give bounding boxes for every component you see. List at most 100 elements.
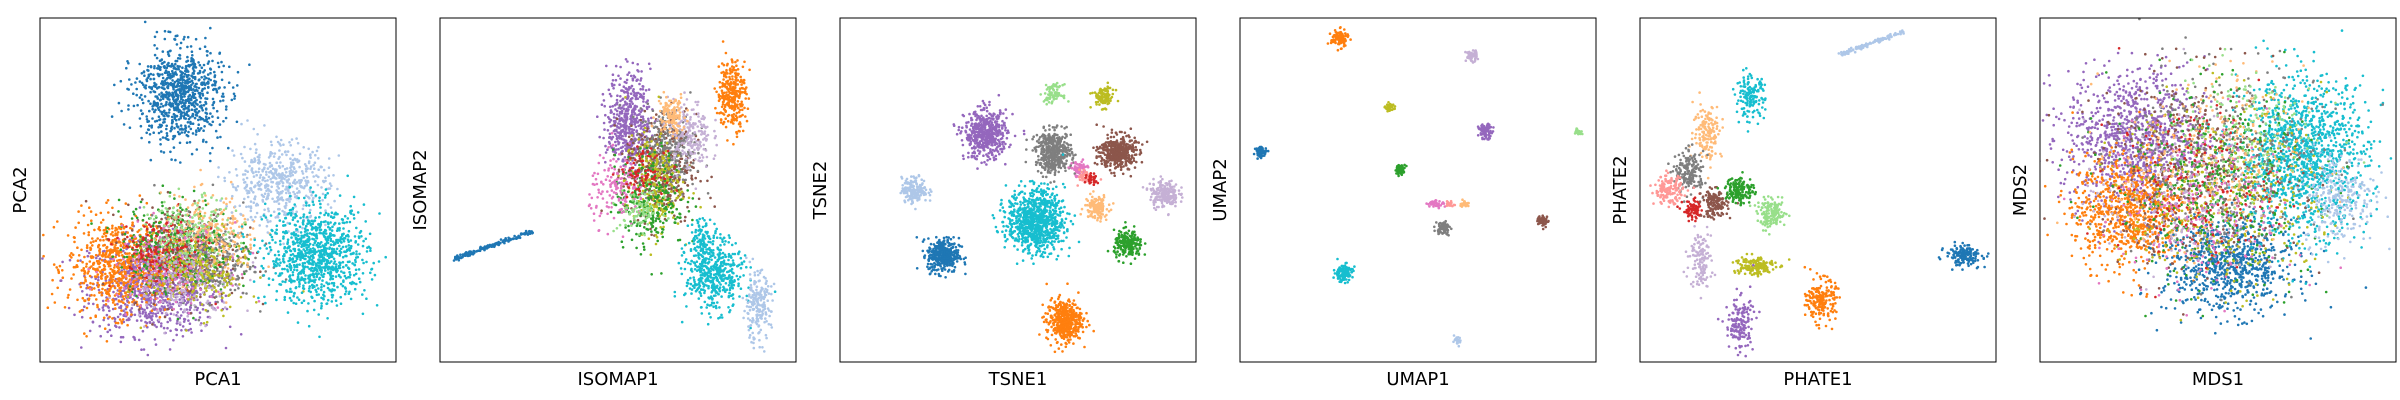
data-point [145,225,148,228]
data-point [183,308,187,311]
data-point [279,261,282,265]
data-point [347,229,351,233]
data-point [103,265,107,268]
data-point [312,163,315,167]
data-point [220,274,224,277]
data-point [267,175,271,179]
scatter-panels: PCA1PCA2ISOMAP1ISOMAP2TSNE1TSNE2UMAP1UMA… [10,17,2397,390]
data-point [185,245,188,249]
data-point [251,264,255,268]
data-point [238,225,241,229]
data-point [201,228,204,232]
data-point [299,231,303,234]
data-point [309,273,312,277]
data-point [349,239,353,242]
data-point [115,263,118,266]
data-point [116,321,120,325]
data-point [148,321,152,325]
data-point [168,191,172,194]
data-point [297,234,300,238]
data-point [102,316,106,320]
data-point [201,308,205,311]
data-point [319,165,323,169]
data-point [196,261,200,264]
data-point [228,242,231,246]
data-point [186,301,190,304]
data-point [308,242,312,246]
data-point [141,310,145,314]
data-point [261,176,265,179]
data-point [105,290,109,293]
data-point [313,167,316,170]
data-point [200,303,204,306]
data-point [134,284,137,288]
data-point [186,281,189,284]
data-point [132,335,135,339]
data-point [114,243,117,247]
data-point [263,124,266,127]
data-point [227,230,230,234]
data-point [198,262,202,266]
data-point [178,236,181,239]
data-point [206,281,210,285]
data-point [214,300,217,304]
data-point [186,206,190,209]
data-point [196,230,199,234]
data-point [213,249,217,253]
data-point [315,293,319,297]
data-point [191,216,194,219]
data-point [146,239,150,242]
data-point [184,303,188,306]
data-point [259,276,262,279]
data-point [152,281,155,285]
data-point [195,276,199,280]
data-point [168,261,172,265]
data-point [228,236,231,239]
data-point [55,266,58,269]
data-point [140,255,143,259]
data-point [245,292,248,295]
data-point [216,222,219,226]
data-point [318,259,321,262]
data-point [109,233,113,236]
data-point [354,268,358,272]
data-point [116,246,120,250]
data-point [258,153,261,157]
data-point [296,321,300,324]
data-point [90,222,93,225]
data-point [197,199,201,202]
data-point [146,213,149,216]
data-point [168,249,171,252]
data-point [72,273,75,276]
data-point [164,293,168,296]
data-point [80,269,84,272]
data-point [162,279,166,283]
data-point [209,236,213,240]
data-point [170,291,174,295]
data-point [201,291,205,294]
data-point [278,149,281,152]
data-point [322,293,325,297]
data-point [133,294,136,297]
data-point [106,305,110,308]
data-point [159,191,162,194]
data-point [165,233,168,237]
data-point [56,268,60,272]
data-point [181,299,184,303]
data-point [145,303,148,307]
data-point [128,285,132,288]
data-point [232,154,236,157]
data-point [122,260,126,264]
data-point [349,204,353,208]
data-point [103,282,107,286]
data-point [250,169,253,172]
data-point [283,295,287,299]
data-point [91,282,95,286]
data-point [178,321,182,325]
data-point [405,246,408,249]
data-point [93,294,96,297]
data-point [269,152,272,156]
data-point [129,292,133,295]
data-point [117,210,120,213]
data-point [318,199,321,203]
